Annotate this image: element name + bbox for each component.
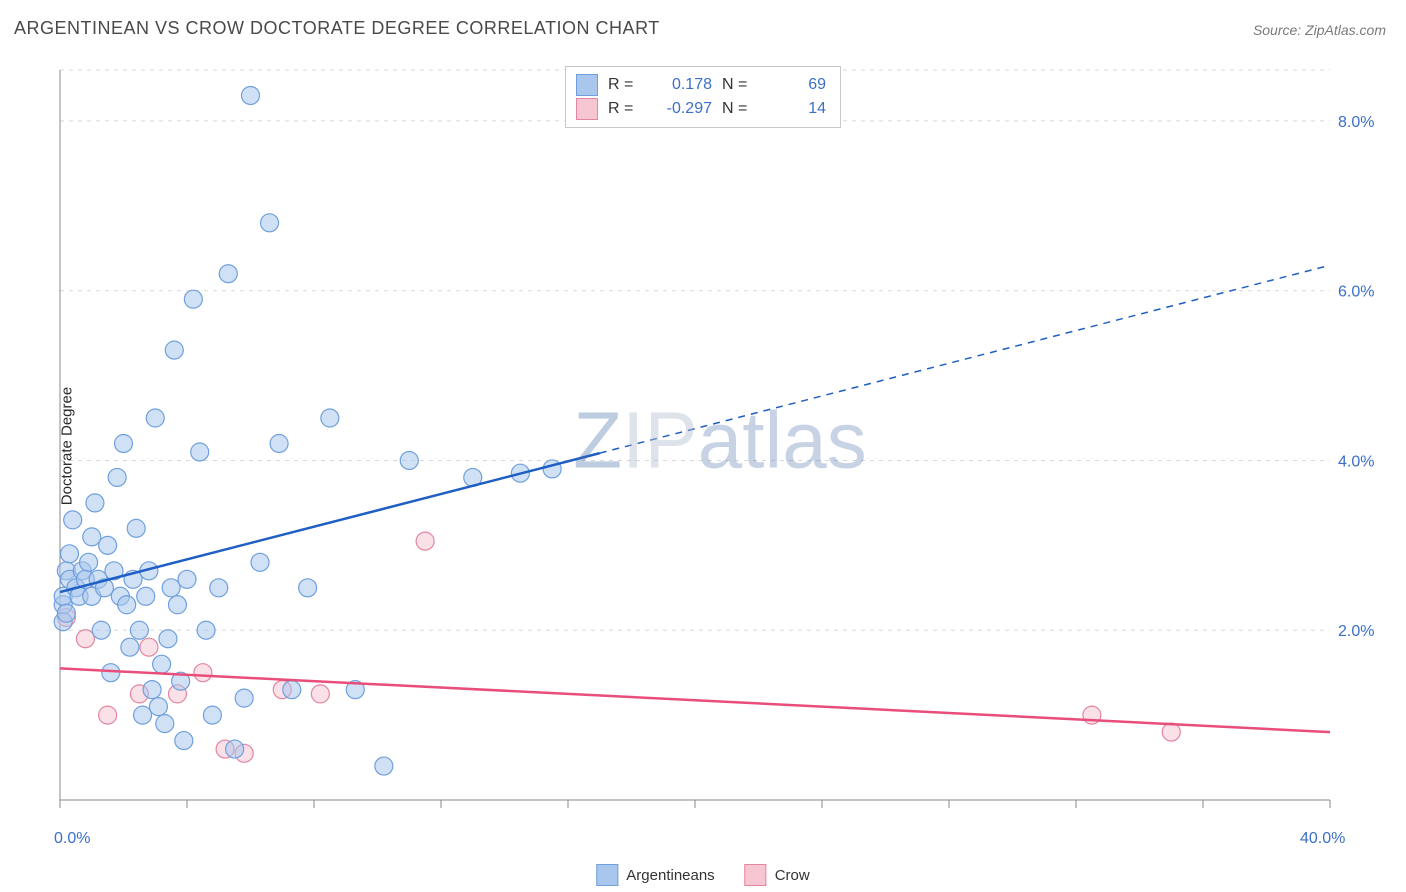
legend-item-b: Crow bbox=[745, 864, 810, 886]
svg-text:8.0%: 8.0% bbox=[1338, 114, 1374, 131]
correlation-legend: R = 0.178 N = 69 R = -0.297 N = 14 bbox=[565, 66, 841, 128]
swatch-a bbox=[576, 74, 598, 96]
chart-title: ARGENTINEAN VS CROW DOCTORATE DEGREE COR… bbox=[14, 18, 660, 39]
r-label-b: R = bbox=[608, 97, 642, 121]
svg-text:6.0%: 6.0% bbox=[1338, 284, 1374, 301]
r-label-a: R = bbox=[608, 73, 642, 97]
legend-item-a: Argentineans bbox=[596, 864, 714, 886]
source-attribution: Source: ZipAtlas.com bbox=[1253, 22, 1386, 38]
n-label-a: N = bbox=[722, 73, 756, 97]
r-value-b: -0.297 bbox=[652, 97, 712, 121]
svg-text:2.0%: 2.0% bbox=[1338, 623, 1374, 640]
n-value-a: 69 bbox=[766, 73, 826, 97]
x-axis-end: 40.0% bbox=[1300, 830, 1345, 848]
y-axis-label: Doctorate Degree bbox=[59, 387, 76, 505]
swatch-b-icon bbox=[745, 864, 767, 886]
legend-label-a: Argentineans bbox=[626, 867, 714, 884]
correlation-row-a: R = 0.178 N = 69 bbox=[576, 73, 826, 97]
r-value-a: 0.178 bbox=[652, 73, 712, 97]
x-axis-start: 0.0% bbox=[54, 830, 90, 848]
svg-text:4.0%: 4.0% bbox=[1338, 453, 1374, 470]
legend-label-b: Crow bbox=[775, 867, 810, 884]
scatter-chart: 2.0% 4.0% 6.0% 8.0% bbox=[50, 60, 1390, 830]
n-value-b: 14 bbox=[766, 97, 826, 121]
plot-area: 2.0%4.0%6.0%8.0% ZIPatlas bbox=[50, 60, 1390, 830]
n-label-b: N = bbox=[722, 97, 756, 121]
correlation-row-b: R = -0.297 N = 14 bbox=[576, 97, 826, 121]
swatch-a-icon bbox=[596, 864, 618, 886]
series-legend: Argentineans Crow bbox=[596, 864, 809, 886]
swatch-b bbox=[576, 98, 598, 120]
